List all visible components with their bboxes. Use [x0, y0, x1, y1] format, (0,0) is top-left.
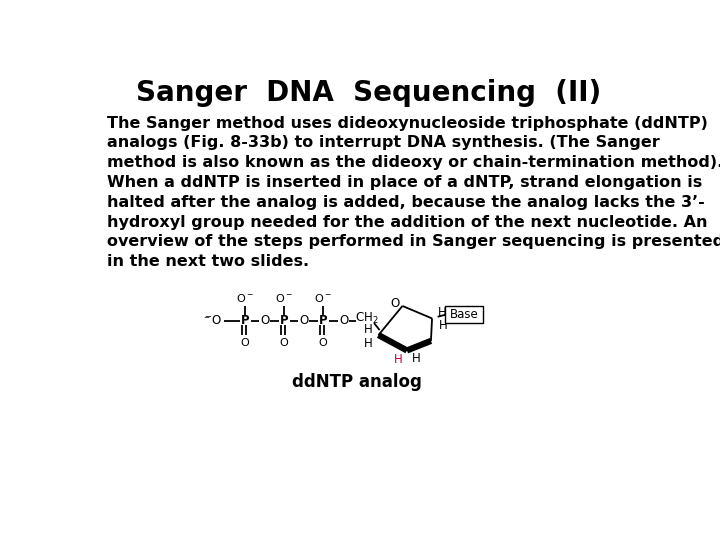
Text: O$^-$: O$^-$	[236, 292, 254, 303]
Text: H: H	[364, 337, 373, 350]
Text: O: O	[299, 314, 308, 327]
Text: O: O	[319, 339, 328, 348]
Text: ddNTP analog: ddNTP analog	[292, 373, 422, 390]
Text: H: H	[412, 352, 420, 365]
Text: P: P	[240, 314, 249, 327]
Text: O: O	[240, 339, 250, 348]
Text: $^-$: $^-$	[202, 315, 210, 326]
Text: H: H	[438, 306, 447, 319]
Text: CH$_2$: CH$_2$	[355, 311, 379, 326]
Text: O: O	[260, 314, 269, 327]
Text: H: H	[364, 323, 372, 336]
Text: O$^-$: O$^-$	[314, 292, 332, 303]
Text: H: H	[394, 353, 403, 366]
Text: P: P	[280, 314, 289, 327]
Text: Base: Base	[450, 308, 479, 321]
Text: O: O	[280, 339, 289, 348]
Text: H: H	[438, 320, 448, 333]
Text: P: P	[319, 314, 328, 327]
Text: O: O	[390, 296, 400, 309]
Text: The Sanger method uses dideoxynucleoside triphosphate (ddNTP)
analogs (Fig. 8-33: The Sanger method uses dideoxynucleoside…	[107, 116, 720, 269]
Text: O: O	[339, 314, 348, 327]
FancyBboxPatch shape	[446, 306, 483, 323]
Text: $^{-}$O: $^{-}$O	[204, 314, 222, 327]
Text: O$^-$: O$^-$	[275, 292, 293, 303]
Text: Sanger  DNA  Sequencing  (II): Sanger DNA Sequencing (II)	[136, 79, 602, 107]
